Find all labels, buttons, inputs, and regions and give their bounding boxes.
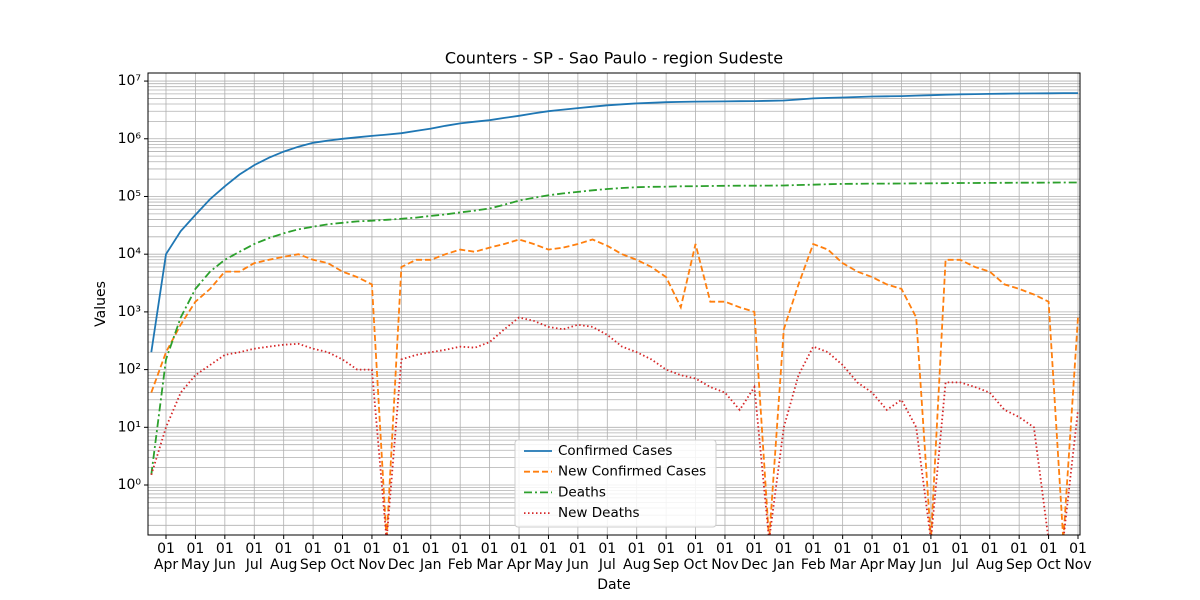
x-tick-label: 01 Aug (623, 541, 651, 573)
x-axis-label: Date (597, 577, 630, 593)
x-tick-label: 01 Jan (773, 541, 795, 573)
x-tick-label: 01 Jun (566, 541, 589, 573)
x-tick-label: 01 May (533, 541, 563, 573)
series-line (150, 238, 1079, 535)
x-tick-label: 01 Sep (652, 541, 680, 573)
series-line (150, 181, 1078, 475)
series-line (150, 316, 1079, 535)
x-tick-label: 01 Dec (387, 541, 415, 573)
x-tick-label: 01 Oct (330, 541, 355, 573)
x-tick-label: 01 Mar (829, 541, 856, 573)
x-tick-label: 01 Dec (740, 541, 768, 573)
x-tick-label: 01 Jul (598, 541, 617, 573)
legend-box (514, 439, 717, 528)
plot-frame (147, 72, 1081, 536)
x-tick-label: 01 Feb (447, 541, 473, 573)
chart-title: Counters - SP - Sao Paulo - region Sudes… (445, 49, 783, 68)
x-tick-label: 01 Sep (299, 541, 327, 573)
x-tick-label: 01 Jan (419, 541, 442, 573)
y-tick-label: 10¹ (118, 419, 141, 435)
x-tick-label: 01 Oct (683, 541, 708, 573)
x-tick-label: 01 Apr (859, 541, 885, 573)
x-tick-label: 01 Jul (245, 541, 264, 573)
x-tick-label: 01 Nov (1064, 541, 1092, 573)
x-tick-label: 01 Aug (976, 541, 1004, 573)
x-tick-label: 01 Apr (506, 541, 532, 573)
y-tick-label: 10³ (118, 304, 141, 320)
y-axis-label: Values (93, 281, 109, 327)
x-tick-label: 01 Mar (476, 541, 503, 573)
plot-lines (150, 92, 1079, 535)
x-tick-label: 01 Nov (711, 541, 739, 573)
x-tick-label: 01 Jun (213, 541, 236, 573)
y-tick-label: 10⁶ (118, 131, 142, 147)
y-tick-label: 10⁰ (118, 477, 142, 493)
x-tick-label: 01 Aug (270, 541, 298, 573)
y-tick-label: 10⁴ (118, 246, 142, 262)
legend-label: New Confirmed Cases (558, 464, 706, 480)
series-line (150, 92, 1078, 353)
x-tick-label: 01 May (886, 541, 916, 573)
legend-label: Deaths (558, 484, 606, 500)
legend-label: Confirmed Cases (558, 443, 672, 459)
y-tick-label: 10² (118, 362, 141, 378)
x-tick-label: 01 Feb (800, 541, 826, 573)
x-tick-label: 01 Oct (1036, 541, 1061, 573)
x-tick-label: 01 May (180, 541, 210, 573)
legend-label: New Deaths (558, 505, 640, 521)
y-tick-label: 10⁵ (118, 188, 141, 204)
x-tick-label: 01 Apr (153, 541, 179, 573)
x-tick-label: 01 Jun (919, 541, 942, 573)
x-tick-label: 01 Sep (1005, 541, 1033, 573)
x-tick-label: 01 Nov (358, 541, 386, 573)
x-tick-label: 01 Jul (951, 541, 970, 573)
y-tick-label: 10⁷ (118, 73, 141, 89)
